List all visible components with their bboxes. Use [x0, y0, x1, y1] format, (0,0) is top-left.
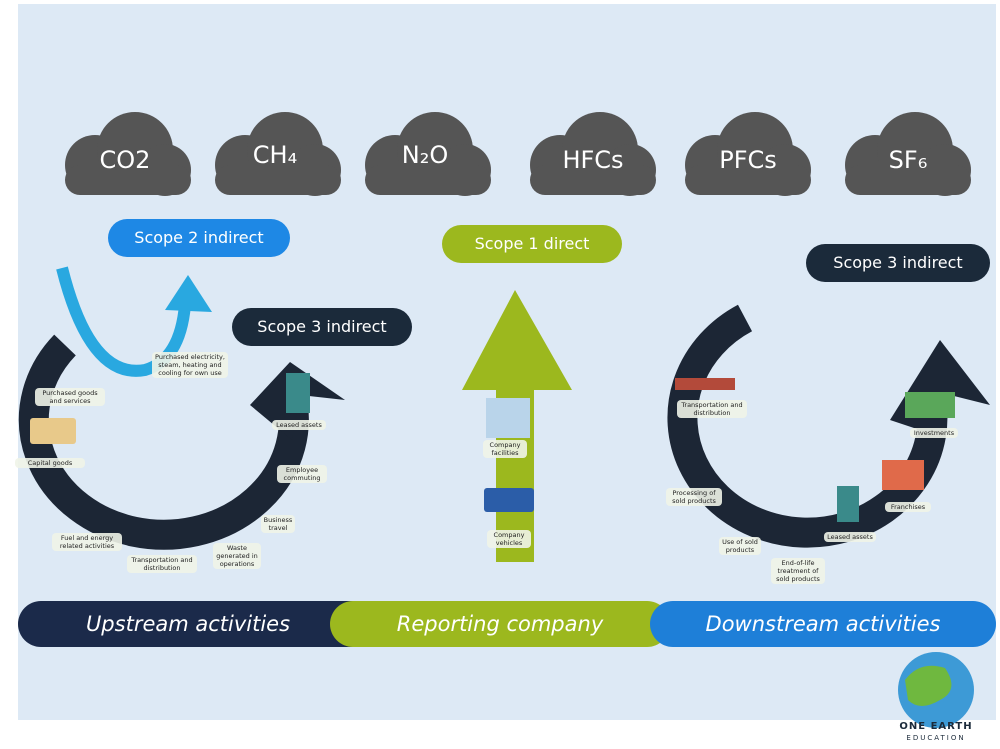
scope-pill: Scope 3 indirect	[232, 308, 412, 346]
scope-pill: Scope 2 indirect	[108, 219, 290, 257]
activity-label: Franchises	[885, 502, 931, 512]
activity-label: Processing of sold products	[666, 488, 722, 506]
gas-label: N₂O	[365, 141, 485, 169]
gas-label: HFCs	[533, 146, 653, 174]
bar-segment: Reporting company	[330, 601, 670, 647]
gas-label: SF₆	[848, 146, 968, 174]
activity-label: Leased assets	[824, 532, 876, 542]
money-icon	[905, 392, 955, 418]
activity-label: Purchased electricity, steam, heating an…	[152, 352, 228, 378]
activity-label: Use of sold products	[719, 537, 761, 555]
activity-label: Employee commuting	[277, 465, 327, 483]
building-icon	[837, 486, 859, 522]
activity-label: Transportation and distribution	[677, 400, 747, 418]
gas-label: PFCs	[688, 146, 808, 174]
gas-label: CO2	[65, 146, 185, 174]
bar-segment: Downstream activities	[650, 601, 996, 647]
bar-segment: Upstream activities	[18, 601, 358, 647]
gas-label: CH₄	[215, 141, 335, 169]
vehicle-icon	[484, 488, 534, 512]
shop-icon	[882, 460, 924, 490]
activity-label: Purchased goods and services	[35, 388, 105, 406]
activity-label: End-of-life treatment of sold products	[771, 558, 825, 584]
activity-label: Company vehicles	[487, 530, 531, 548]
activity-label: Fuel and energy related activities	[52, 533, 122, 551]
logo-subtitle: EDUCATION	[886, 734, 986, 742]
activity-label: Capital goods	[15, 458, 85, 468]
infographic: CO2 CH₄ N₂O HFCs PFCs SF₆ Scope 2 indire…	[0, 0, 1000, 749]
activity-label: Business travel	[261, 515, 295, 533]
activity-label: Waste generated in operations	[213, 543, 261, 569]
activity-label: Leased assets	[272, 420, 326, 430]
scope-pill: Scope 1 direct	[442, 225, 622, 263]
activity-label: Transportation and distribution	[127, 555, 197, 573]
activity-label: Investments	[910, 428, 958, 438]
truck-icon	[30, 418, 76, 444]
ship-icon	[675, 378, 735, 390]
scope-pill: Scope 3 indirect	[806, 244, 990, 282]
facility-icon	[486, 398, 530, 438]
logo-title: ONE EARTH	[886, 721, 986, 732]
activity-label: Company facilities	[483, 440, 527, 458]
leased-building-icon	[286, 373, 310, 413]
